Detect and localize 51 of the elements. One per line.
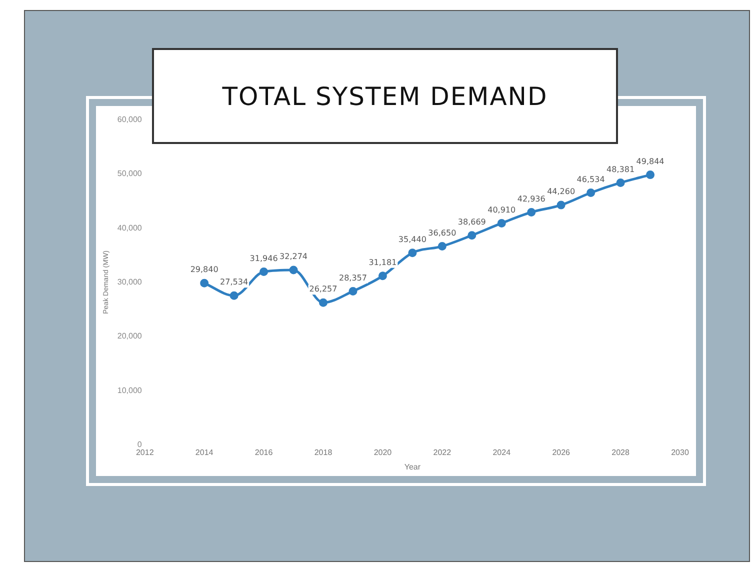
data-label: 35,440: [398, 234, 426, 244]
x-tick-label: 2014: [195, 448, 214, 457]
y-tick-label: 60,000: [117, 115, 142, 124]
y-tick-label: 40,000: [117, 223, 142, 232]
data-label: 38,669: [458, 217, 486, 226]
data-label: 46,534: [576, 174, 605, 184]
data-label: 26,257: [309, 284, 338, 294]
point: [348, 286, 358, 296]
data-label: 48,381: [606, 164, 635, 174]
y-tick-label: 0: [137, 440, 142, 450]
x-axis-title: Year: [404, 462, 421, 472]
data-label: 36,650: [428, 228, 456, 238]
point: [497, 218, 506, 228]
data-label: 42,936: [517, 194, 546, 204]
point: [646, 170, 655, 180]
point: [230, 291, 238, 300]
point: [527, 208, 536, 216]
x-tick-label: 2016: [254, 448, 274, 457]
point: [378, 272, 387, 280]
point: [289, 266, 298, 274]
point: [468, 231, 476, 240]
point: [556, 200, 566, 210]
x-tick-label: 2024: [492, 448, 512, 457]
y-tick-label: 30,000: [117, 278, 142, 287]
data-label: 49,844: [636, 156, 664, 166]
x-tick-label: 2026: [552, 448, 571, 457]
y-tick-label: 50,000: [117, 169, 142, 178]
point: [616, 178, 625, 187]
data-label: 31,946: [250, 254, 278, 263]
data-label: 27,534: [220, 278, 248, 287]
x-tick-label: 2012: [136, 448, 154, 457]
x-tick-label: 2028: [612, 448, 630, 457]
point: [408, 248, 417, 258]
point: [260, 268, 268, 276]
title-box: TOTAL SYSTEM DEMAND: [152, 48, 618, 144]
point: [200, 278, 209, 288]
point: [438, 242, 446, 251]
data-label: 31,181: [368, 258, 397, 267]
y-tick-label: 10,000: [117, 386, 142, 395]
x-tick-label: 2022: [433, 448, 452, 457]
data-label: 44,260: [547, 187, 576, 196]
x-tick-label: 2020: [374, 448, 392, 457]
y-tick-label: 20,000: [117, 332, 142, 341]
x-tick-label: 2030: [671, 448, 690, 457]
point: [318, 298, 328, 307]
data-label: 32,274: [280, 252, 308, 262]
point: [586, 188, 596, 197]
data-label: 40,910: [488, 205, 516, 214]
data-label: 29,840: [190, 265, 218, 274]
x-tick-label: 2018: [314, 448, 333, 457]
data-label: 28,357: [338, 273, 367, 282]
